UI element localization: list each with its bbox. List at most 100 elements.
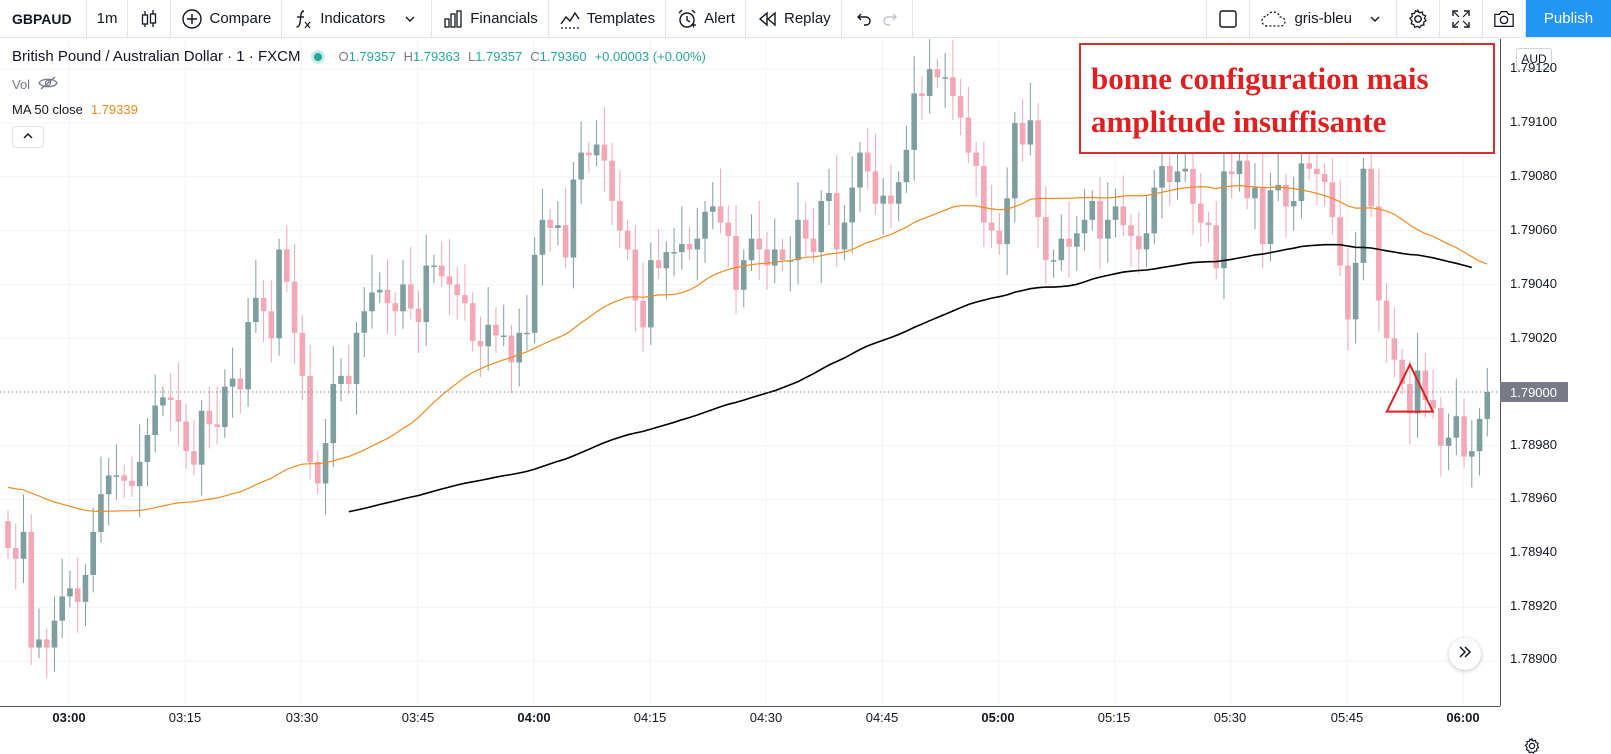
ma-legend[interactable]: MA 50 close 1.79339: [12, 102, 138, 117]
candle-body: [485, 324, 491, 347]
time-label: 04:15: [633, 710, 667, 725]
candle-body: [1159, 166, 1165, 188]
candle-body: [888, 195, 894, 204]
candle-body: [1259, 187, 1266, 245]
time-label: 03:30: [285, 710, 319, 725]
candle-body: [229, 378, 236, 387]
candle-body: [864, 152, 871, 172]
candle-body: [1453, 416, 1460, 438]
time-axis[interactable]: [0, 706, 1500, 754]
alert-button[interactable]: Alert: [666, 0, 746, 37]
price-label: 1.79040: [1510, 276, 1557, 291]
market-status-dot[interactable]: [314, 52, 323, 61]
candle-body: [1414, 370, 1421, 414]
candle-body: [1228, 171, 1235, 175]
low-label: L: [467, 49, 476, 64]
candle-body: [895, 182, 902, 204]
candle-body: [555, 225, 561, 228]
eye-hidden-icon[interactable]: [38, 76, 58, 93]
candle-body: [1104, 219, 1111, 239]
snapshot-button[interactable]: [1483, 0, 1526, 37]
rewind-icon: [756, 8, 778, 30]
candle-body: [857, 152, 863, 188]
templates-button[interactable]: Templates: [549, 0, 667, 37]
compare-button[interactable]: Compare: [171, 0, 283, 37]
candle-body: [950, 77, 956, 97]
candle-body: [160, 397, 166, 406]
compare-label: Compare: [209, 10, 272, 27]
candle-body: [702, 211, 708, 239]
candle-body: [973, 152, 979, 167]
candle-body: [1074, 233, 1080, 247]
candle-body: [431, 265, 437, 268]
select-rectangle-button[interactable]: [1206, 0, 1251, 37]
collapse-legend-button[interactable]: [12, 126, 44, 148]
time-label: 04:30: [749, 710, 783, 725]
candle-body: [1066, 238, 1072, 247]
symbol-search-button[interactable]: GBPAUD: [0, 0, 87, 37]
chart-type-button[interactable]: [128, 0, 172, 37]
candle-body: [795, 219, 801, 261]
redo-icon[interactable]: [880, 8, 902, 30]
chevron-down-icon[interactable]: [1364, 8, 1386, 30]
candle-body: [771, 249, 778, 266]
gear-icon[interactable]: [1523, 737, 1541, 754]
financials-button[interactable]: Financials: [432, 0, 549, 37]
layout-button[interactable]: gris-bleu: [1250, 0, 1397, 37]
candle-body: [191, 451, 197, 465]
candle-body: [1345, 265, 1351, 320]
candle-body: [748, 238, 755, 261]
candle-body: [841, 222, 848, 250]
candle-body: [407, 284, 414, 309]
candle-body: [1190, 168, 1196, 204]
candle-body: [245, 322, 251, 390]
candle-body: [1019, 123, 1026, 145]
candle-body: [51, 620, 58, 648]
candle-body: [531, 254, 538, 333]
candle-body: [810, 238, 817, 253]
replay-button[interactable]: Replay: [746, 0, 842, 37]
candle-body: [1337, 217, 1343, 266]
candle-body: [144, 435, 151, 462]
scroll-to-realtime-button[interactable]: [1449, 638, 1481, 670]
candle-body: [438, 265, 445, 277]
time-label: 03:00: [52, 710, 86, 725]
chevron-down-icon[interactable]: [399, 8, 421, 30]
candle-body: [67, 588, 73, 597]
price-label: 1.79120: [1510, 60, 1557, 75]
ma-label: MA 50 close: [12, 102, 83, 117]
symbol-title[interactable]: British Pound / Australian Dollar · 1 · …: [12, 48, 301, 65]
candle-body: [1221, 171, 1227, 269]
candle-body: [679, 244, 685, 253]
candle-body: [446, 276, 453, 285]
currency-badge[interactable]: AUD: [1516, 48, 1552, 70]
volume-legend[interactable]: Vol: [12, 76, 58, 93]
time-label: 03:15: [168, 710, 202, 725]
candle-body: [1244, 160, 1250, 199]
price-axis[interactable]: [1500, 39, 1611, 706]
candle-body: [206, 410, 213, 425]
candle-body: [818, 201, 825, 253]
candle-body: [1314, 168, 1320, 175]
cloud-icon: [1260, 8, 1288, 30]
candle-body: [1120, 206, 1127, 226]
candle-body: [361, 311, 368, 333]
indicators-button[interactable]: Indicators: [282, 0, 433, 37]
undo-icon[interactable]: [852, 8, 874, 30]
candle-body: [632, 249, 639, 301]
candles-icon: [138, 8, 160, 30]
publish-button[interactable]: Publish: [1526, 0, 1611, 37]
annotation-box[interactable]: bonne configuration mais amplitude insuf…: [1079, 43, 1495, 154]
candle-body: [469, 303, 476, 341]
fullscreen-button[interactable]: [1440, 0, 1483, 37]
candle-body: [1058, 238, 1065, 261]
settings-button[interactable]: [1397, 0, 1440, 37]
price-label: 1.78980: [1510, 437, 1557, 452]
candle-body: [671, 252, 677, 254]
candle-body: [105, 475, 112, 495]
interval-button[interactable]: 1m: [87, 0, 129, 37]
gear-icon: [1407, 7, 1429, 30]
templates-icon: [559, 8, 581, 30]
candle-body: [601, 144, 608, 161]
candle-body: [1182, 168, 1189, 172]
